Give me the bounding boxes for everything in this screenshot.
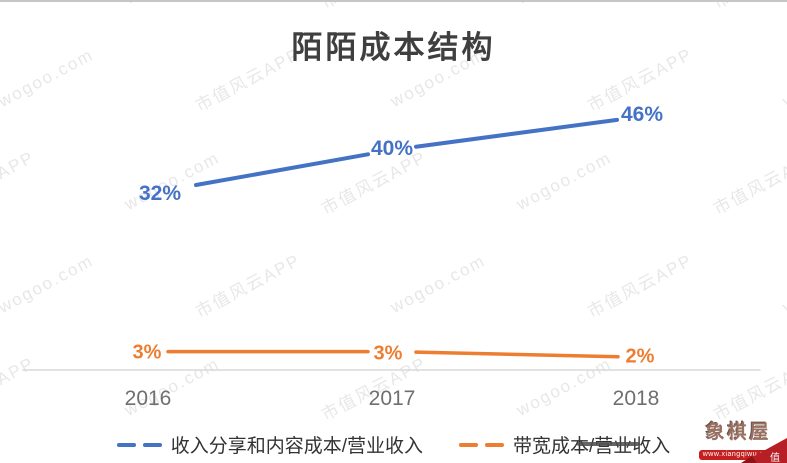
logo-stroke-decoration bbox=[577, 442, 640, 446]
data-label: 2% bbox=[625, 345, 655, 368]
legend: 收入分享和内容成本/营业收入 带宽成本/营业收入 bbox=[0, 431, 787, 458]
ribbon-fold-shadow bbox=[741, 456, 757, 463]
data-label: 40% bbox=[370, 137, 414, 160]
legend-item: 带宽成本/营业收入 bbox=[459, 431, 670, 458]
x-tick-label: 2016 bbox=[124, 387, 172, 410]
x-tick-label: 2017 bbox=[368, 387, 416, 410]
legend-dash-marker bbox=[459, 442, 478, 447]
data-label: 3% bbox=[373, 342, 403, 365]
watermark-logo: 象棋屋 www.xiangqiwu.com bbox=[690, 423, 787, 463]
legend-dash-marker bbox=[142, 442, 162, 447]
series-line-1 bbox=[414, 117, 619, 149]
legend-label: 带宽成本/营业收入 bbox=[513, 436, 671, 457]
data-label: 46% bbox=[620, 103, 664, 127]
logo-name-text: 象棋屋 bbox=[705, 422, 772, 443]
series-line-2 bbox=[414, 350, 620, 359]
legend-label: 收入分享和内容成本/营业收入 bbox=[170, 436, 423, 457]
ribbon-triangle bbox=[741, 438, 787, 463]
series-line-1 bbox=[194, 152, 370, 188]
ribbon-character: 值 bbox=[770, 451, 780, 463]
x-tick-label: 2018 bbox=[612, 387, 660, 410]
chart-title: 陌陌成本结构 bbox=[291, 30, 496, 65]
legend-dash-marker bbox=[485, 442, 504, 447]
data-label: 3% bbox=[132, 341, 162, 364]
data-label: 32% bbox=[138, 181, 182, 205]
legend-item: 收入分享和内容成本/营业收入 bbox=[116, 431, 423, 458]
logo-url-badge: www.xiangqiwu.com bbox=[698, 450, 779, 460]
legend-dash-marker bbox=[116, 442, 136, 447]
red-ribbon-fold: 值 bbox=[741, 438, 787, 463]
